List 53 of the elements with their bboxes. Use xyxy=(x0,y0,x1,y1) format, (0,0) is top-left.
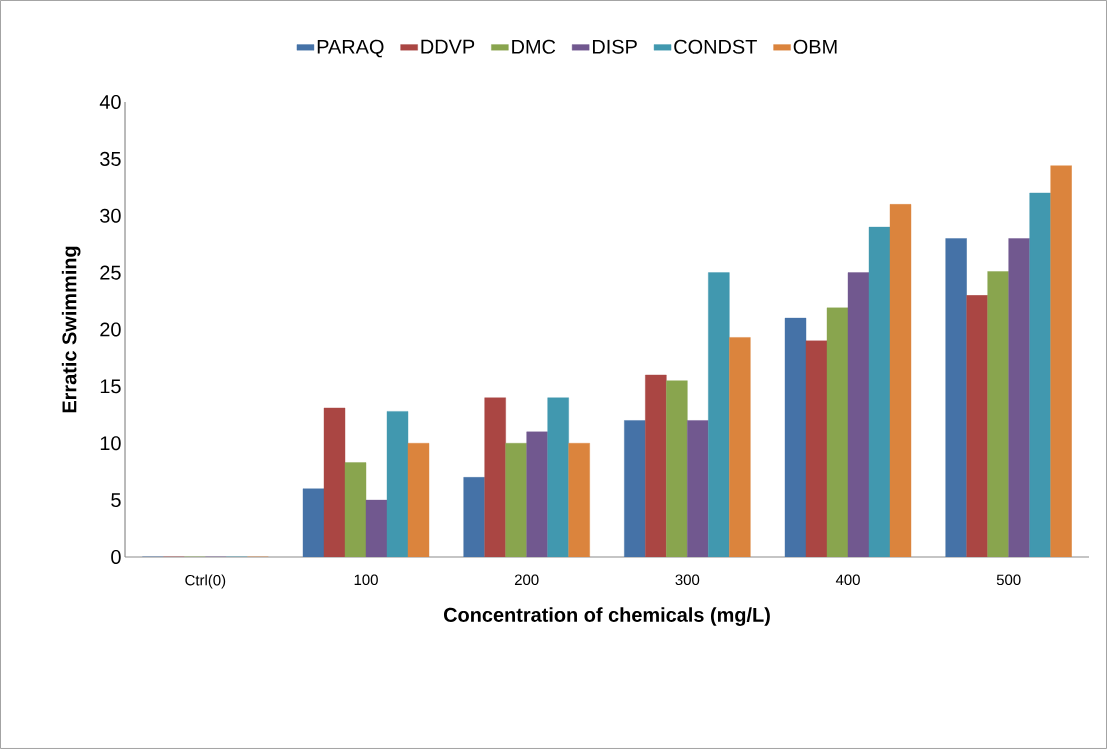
y-axis-title: Erratic Swimming xyxy=(61,246,81,413)
bar xyxy=(323,407,346,557)
y-tick-label: 5 xyxy=(111,493,121,508)
bar xyxy=(365,499,388,557)
y-tick-label: 15 xyxy=(100,379,121,394)
legend-label: DDVP xyxy=(421,39,475,54)
bar xyxy=(729,337,751,557)
legend-label: PARAQ xyxy=(317,39,384,58)
legend-label: DMC xyxy=(512,39,556,54)
y-tick-label: 40 xyxy=(99,94,121,110)
bar xyxy=(386,411,409,557)
y-tick-label: 35 xyxy=(100,151,121,166)
x-axis-title: Concentration of chemicals (mg/L) xyxy=(443,607,770,626)
x-tick-label: 200 xyxy=(514,574,539,586)
bar xyxy=(987,271,1009,557)
bar xyxy=(945,238,967,557)
y-tick-label: 0 xyxy=(111,549,121,565)
y-tick-label: 25 xyxy=(100,265,121,280)
x-tick-label: Ctrl(0) xyxy=(185,574,226,589)
legend-label: CONDST xyxy=(674,39,757,54)
bar xyxy=(889,204,912,557)
bar xyxy=(826,307,849,557)
bar xyxy=(302,488,325,557)
bar xyxy=(687,420,709,557)
bar xyxy=(805,340,828,557)
bar xyxy=(526,431,548,557)
bar xyxy=(847,272,870,557)
bar xyxy=(568,443,590,557)
bar xyxy=(708,272,730,557)
y-tick-label: 20 xyxy=(100,322,121,337)
legend-label: DISP xyxy=(592,39,637,54)
bar xyxy=(484,397,506,557)
y-tick-label: 10 xyxy=(100,436,121,451)
bar xyxy=(784,317,807,557)
y-tick-label: 30 xyxy=(100,208,121,223)
bar xyxy=(966,295,988,557)
bar xyxy=(645,374,667,557)
bar xyxy=(868,226,891,557)
x-tick-label: 500 xyxy=(996,574,1021,586)
bar xyxy=(1008,238,1030,557)
bar xyxy=(547,397,569,557)
bar xyxy=(344,462,367,557)
x-tick-label: 400 xyxy=(835,574,860,586)
bar xyxy=(666,380,688,557)
bar xyxy=(624,420,646,557)
x-tick-label: 100 xyxy=(354,574,378,586)
bar xyxy=(505,443,527,557)
x-tick-label: 300 xyxy=(675,574,700,586)
bar xyxy=(1029,192,1051,557)
bar xyxy=(1050,165,1072,557)
legend-label: OBM xyxy=(793,39,837,54)
bar xyxy=(407,443,430,557)
bar xyxy=(463,477,485,557)
